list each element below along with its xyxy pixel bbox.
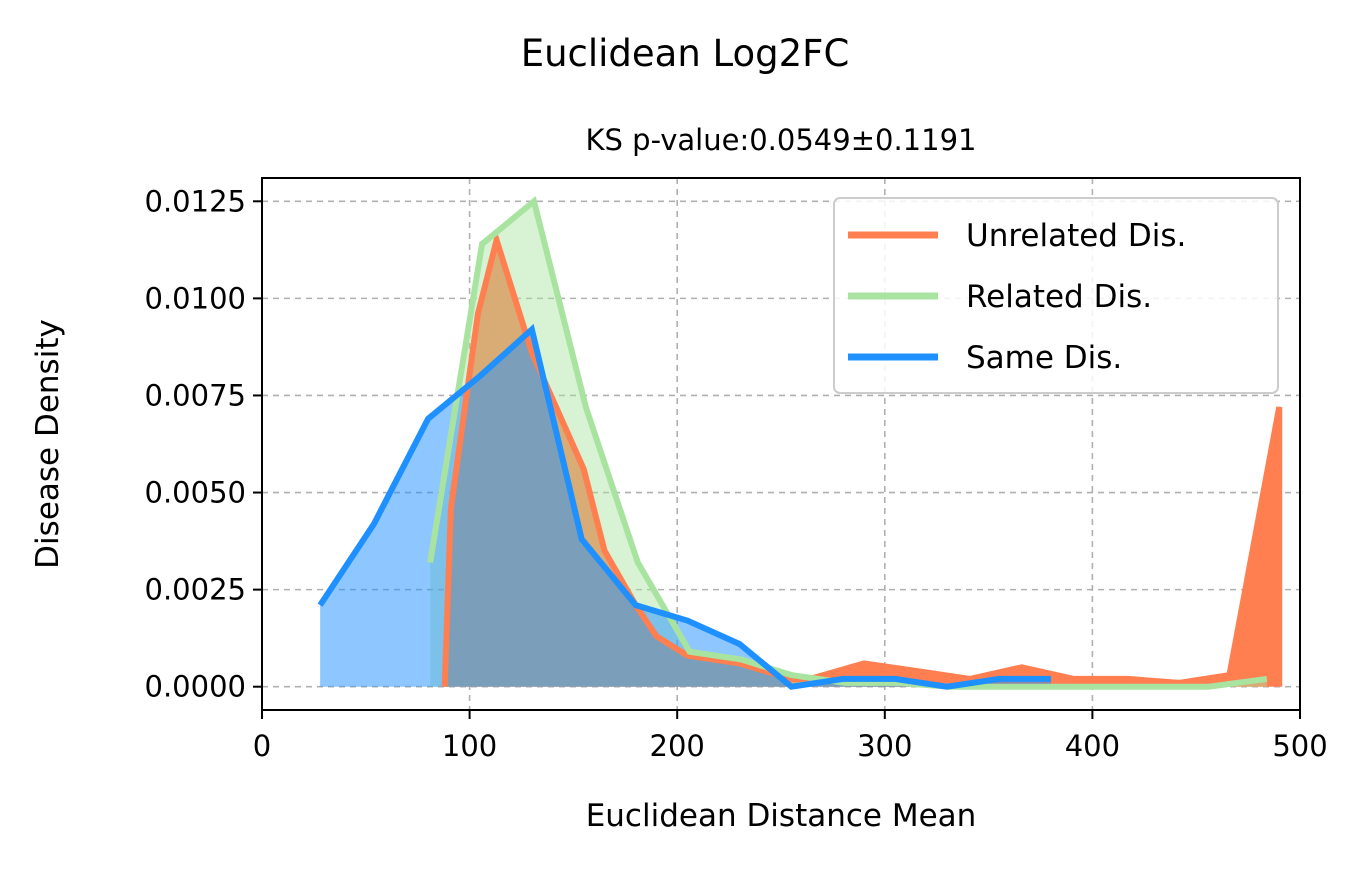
legend-label: Same Dis. xyxy=(966,340,1122,376)
y-tick-label: 0.0025 xyxy=(145,573,246,607)
y-tick-label: 0.0050 xyxy=(145,476,246,510)
series-line-0 xyxy=(441,229,1283,687)
x-axis-label: Euclidean Distance Mean xyxy=(586,798,977,834)
series-line-2 xyxy=(317,323,1051,690)
figure-title: Euclidean Log2FC xyxy=(521,32,850,75)
axis-ticks: 0 100 200 300 400 500 0.0000 0.0025 0.0050 0.0075… xyxy=(145,184,1328,763)
legend-label: Related Dis. xyxy=(966,279,1152,315)
x-tick-label: 200 xyxy=(650,729,705,763)
x-tick-label: 100 xyxy=(442,729,497,763)
x-tick-label: 0 xyxy=(253,729,271,763)
x-tick-label: 500 xyxy=(1272,729,1327,763)
chart-title: KS p-value:0.0549±0.1191 xyxy=(586,123,977,157)
y-tick-label: 0.0125 xyxy=(145,184,246,218)
x-tick-label: 300 xyxy=(857,729,912,763)
y-tick-label: 0.0100 xyxy=(145,281,246,315)
x-tick-label: 400 xyxy=(1065,729,1120,763)
legend-box xyxy=(833,197,1279,394)
legend: Unrelated Dis. Related Dis. Same Dis. xyxy=(833,197,1279,394)
plot-frame xyxy=(261,177,1301,711)
series-fill-2 xyxy=(320,329,1051,687)
y-tick-label: 0.0075 xyxy=(145,378,246,412)
series-line-1 xyxy=(427,195,1268,690)
y-tick-label: 0.0000 xyxy=(145,670,246,704)
y-axis-label: Disease Density xyxy=(30,319,66,569)
series-lines xyxy=(317,195,1283,690)
legend-label: Unrelated Dis. xyxy=(966,218,1186,254)
